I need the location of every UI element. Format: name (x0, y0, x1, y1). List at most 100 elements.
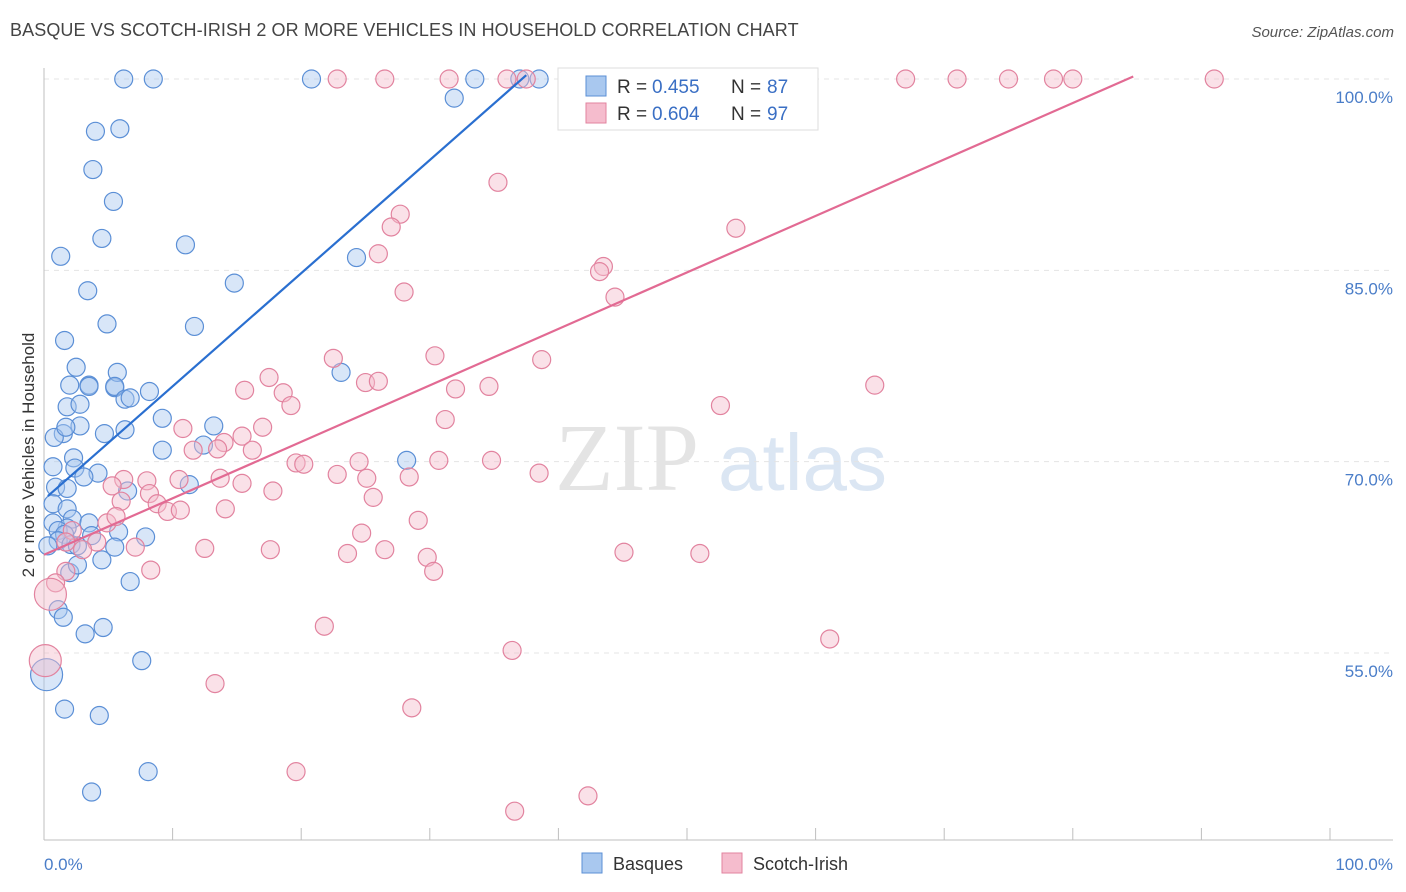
basques-point-9 (83, 159, 103, 180)
scotch-irish-point-73 (408, 510, 428, 530)
watermark-zip: ZIP (555, 404, 699, 511)
basques-point-48 (117, 481, 138, 501)
scotch-irish-point-23 (593, 256, 614, 277)
basques-point-39 (204, 416, 224, 436)
basques-point-77 (54, 699, 75, 719)
scotch-irish-point-57 (481, 450, 502, 470)
basques-point-12 (51, 246, 71, 266)
scotch-irish-point-34 (368, 371, 388, 391)
scotch-irish-point-63 (139, 483, 160, 504)
basques-point-38 (193, 435, 214, 455)
scotch-irish-point-79 (125, 537, 145, 557)
trend-lines (43, 74, 1134, 556)
scotch-irish-point-75 (62, 520, 82, 541)
basques-point-79 (138, 762, 158, 782)
basques-point-67 (120, 571, 140, 592)
basques-point-61 (135, 527, 156, 547)
basques-point-13 (175, 235, 196, 255)
basques-point-26 (139, 381, 160, 402)
x-tick-label-1: 100.0% (1335, 855, 1393, 874)
legend-r-value-scotch-irish: 0.604 (652, 104, 700, 125)
scotch-irish-point-88 (141, 560, 161, 580)
scotch-irish-point-10 (998, 69, 1019, 89)
scotch-irish-point-44 (253, 417, 273, 437)
basques-point-35 (56, 417, 76, 437)
scotch-irish-point-58 (529, 463, 549, 483)
scotch-irish-point-52 (294, 454, 314, 474)
stats-legend: R = 0.455 N = 87 R = 0.604 N = 97 (557, 67, 819, 131)
legend-swatch-basques (585, 75, 607, 97)
basques-point-0 (114, 69, 134, 89)
basques-point-8 (85, 121, 106, 141)
scotch-irish-point-9 (947, 69, 967, 89)
scotch-irish-point-29 (323, 348, 343, 368)
axes (43, 68, 1393, 841)
basques-point-1 (143, 69, 163, 89)
basques-point-44 (88, 463, 108, 483)
grid (44, 78, 1393, 654)
scotch-irish-point-64 (263, 481, 283, 501)
legend-r-label-scotch-irish: R = (617, 104, 647, 125)
scotch-irish-point-46 (208, 439, 228, 459)
scotch-irish-point-78 (72, 540, 93, 560)
x-tick-labels: 0.0% 100.0% (44, 855, 1393, 874)
basques-point-70 (67, 555, 88, 575)
scotch-irish-point-24 (589, 262, 610, 282)
scotch-irish-point-96 (286, 762, 306, 782)
basques-point-52 (57, 499, 77, 519)
scotch-irish-point-18 (488, 172, 508, 192)
scotch-irish-point-100 (33, 577, 68, 611)
basques-point-47 (57, 478, 77, 499)
basques-point-42 (43, 457, 63, 477)
y-axis-label: 2 or more Vehicles in Household (19, 333, 38, 578)
scotch-irish-point-25 (394, 282, 414, 302)
scotch-irish-point-91 (314, 616, 334, 636)
scotch-irish-point-35 (479, 376, 499, 397)
scotch-irish-point-37 (865, 375, 885, 395)
watermark: ZIP atlas (555, 404, 887, 511)
scotch-irish-point-65 (363, 487, 383, 507)
scotch-irish-point-61 (102, 476, 122, 496)
scotch-irish-point-27 (425, 346, 445, 366)
scotch-irish-point-74 (352, 523, 372, 543)
basques-point-3 (465, 69, 485, 89)
scotch-irish-point-8 (896, 69, 916, 89)
basques-point-66 (105, 537, 125, 557)
basques-point-76 (29, 658, 64, 692)
series-basques-points (29, 69, 549, 802)
scotch-irish-point-16 (375, 69, 395, 89)
scotch-irish-point-87 (690, 543, 710, 564)
basques-point-28 (120, 388, 140, 408)
scotch-irish-point-13 (1204, 69, 1224, 89)
chart-source: Source: ZipAtlas.com (1251, 24, 1394, 41)
basques-point-41 (63, 448, 84, 468)
scotch-irish-point-45 (183, 440, 203, 460)
scotch-irish-point-51 (357, 468, 377, 488)
y-tick-labels: 55.0% 70.0% 85.0% 100.0% (1335, 88, 1393, 681)
basques-point-7 (110, 119, 130, 139)
scotch-irish-point-93 (820, 629, 840, 649)
scotch-irish-point-28 (532, 350, 552, 370)
basques-point-2 (301, 69, 322, 89)
basques-point-19 (66, 357, 86, 377)
basques-point-81 (224, 273, 244, 293)
scotch-irish-point-59 (114, 469, 134, 490)
basques-point-50 (397, 450, 417, 470)
bottom-legend-scotch-irish: Scotch-Irish (753, 854, 848, 874)
scotch-irish-point-22 (368, 244, 388, 264)
basques-point-74 (53, 607, 73, 627)
scotch-irish-point-42 (232, 426, 252, 446)
y-tick-label-2: 85.0% (1345, 279, 1393, 298)
basques-point-80 (81, 782, 102, 802)
basques-point-11 (103, 191, 124, 212)
scotch-irish-point-83 (375, 540, 395, 560)
scotch-irish-point-12 (1063, 69, 1083, 89)
basques-point-25 (105, 376, 125, 397)
scotch-irish-point-85 (424, 561, 444, 581)
basques-point-40 (152, 440, 172, 460)
scotch-irish-point-54 (232, 473, 252, 493)
basques-point-73 (93, 617, 113, 638)
basques-point-31 (152, 408, 172, 428)
legend-n-label-scotch-irish: N = (731, 104, 761, 125)
legend-r-label-basques: R = (617, 77, 647, 98)
